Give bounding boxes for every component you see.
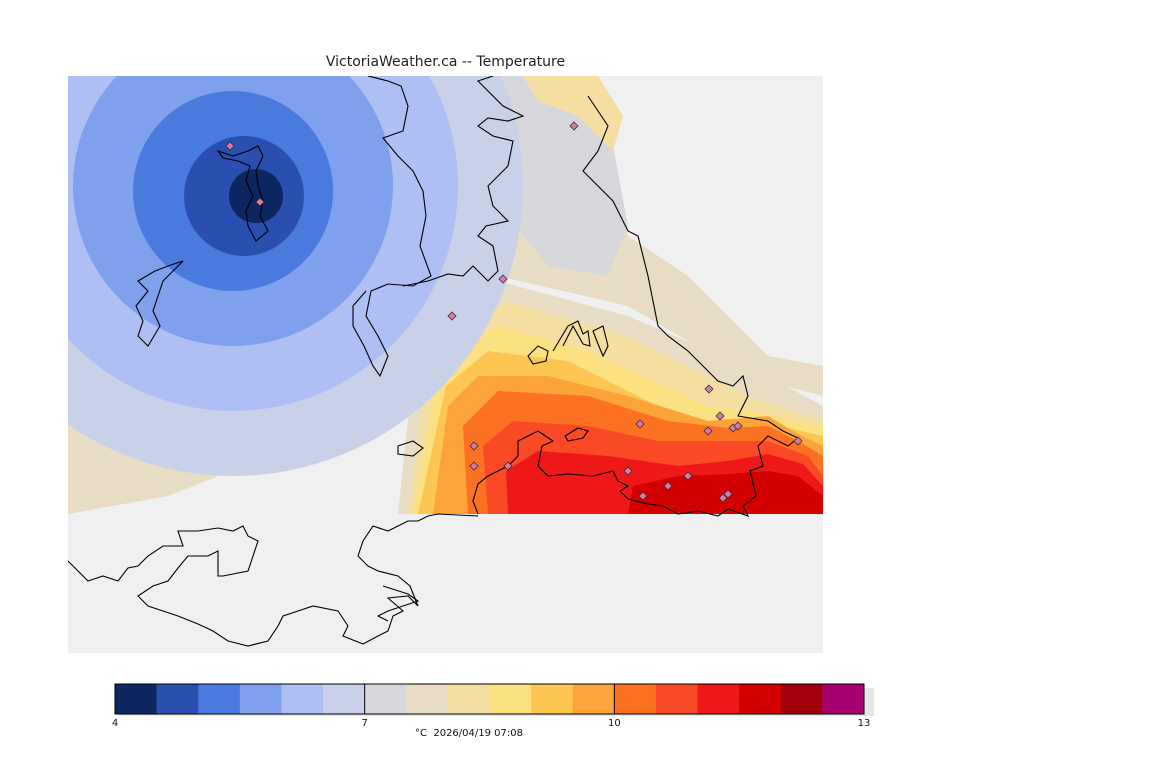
colorbar-bin [697, 684, 740, 714]
colorbar-bin [406, 684, 449, 714]
station-marker[interactable] [723, 489, 733, 499]
station-marker[interactable] [718, 493, 728, 503]
temperature-map[interactable] [68, 76, 823, 653]
colorbar-bins [115, 684, 865, 714]
colorbar-bin [822, 684, 865, 714]
colorbar-tick-label: 7 [361, 718, 367, 729]
station-marker[interactable] [569, 121, 579, 131]
colorbar-bin [739, 684, 782, 714]
temperature-field [68, 76, 823, 514]
station-marker[interactable] [255, 197, 265, 207]
colorbar-bin [447, 684, 490, 714]
colorbar-bin [489, 684, 532, 714]
colorbar-bin [572, 684, 615, 714]
colorbar-bin [364, 684, 407, 714]
station-marker[interactable] [683, 471, 693, 481]
station-marker[interactable] [703, 426, 713, 436]
colorbar-bin [531, 684, 574, 714]
station-markers [225, 121, 803, 503]
station-marker[interactable] [469, 441, 479, 451]
colorbar-bin [198, 684, 241, 714]
colorbar-bin [115, 684, 158, 714]
station-marker[interactable] [447, 311, 457, 321]
timestamp-label: 2026/04/19 07:08 [433, 728, 523, 739]
map-title: VictoriaWeather.ca -- Temperature [325, 54, 566, 70]
colorbar-bin [655, 684, 699, 714]
station-marker[interactable] [733, 421, 743, 431]
station-marker[interactable] [638, 491, 648, 501]
station-marker[interactable] [715, 411, 725, 421]
colorbar-tick-label: 4 [112, 718, 118, 729]
colorbar-bin [156, 684, 199, 714]
colorbar-ticks: 4 7 10 13 [112, 684, 871, 729]
coastline [68, 76, 800, 647]
colorbar-tick-label: 13 [858, 718, 871, 729]
station-marker[interactable] [663, 481, 673, 491]
station-marker[interactable] [793, 436, 803, 446]
colorbar-bin [780, 684, 823, 714]
colorbar: 4 7 10 13 [112, 683, 874, 729]
station-marker[interactable] [623, 466, 633, 476]
colorbar-caption: °C 2026/04/19 07:08 [415, 728, 523, 739]
station-marker[interactable] [635, 419, 645, 429]
station-marker[interactable] [469, 461, 479, 471]
station-marker[interactable] [225, 141, 235, 151]
colorbar-bin [281, 684, 324, 714]
station-marker[interactable] [503, 461, 513, 471]
colorbar-tick-label: 10 [608, 718, 621, 729]
colorbar-bin [323, 684, 366, 714]
station-marker[interactable] [498, 274, 508, 284]
station-marker[interactable] [704, 384, 714, 394]
colorbar-bin [239, 684, 282, 714]
colorbar-bin [614, 684, 657, 714]
unit-label: °C [415, 728, 427, 739]
